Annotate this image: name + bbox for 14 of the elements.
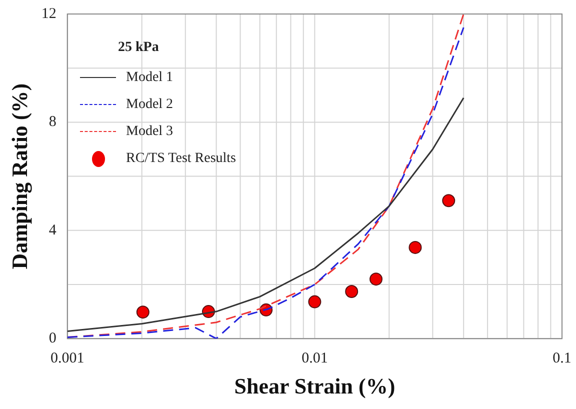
legend-label: Model 3 bbox=[126, 124, 174, 140]
x-axis-title: Shear Strain (%) bbox=[234, 373, 396, 398]
x-tick-label: 0.001 bbox=[50, 350, 84, 367]
legend-title: 25 kPa bbox=[118, 40, 160, 56]
legend-label: Model 1 bbox=[126, 70, 174, 86]
y-axis-title: Damping Ratio (%) bbox=[6, 83, 32, 270]
y-tick-label: 12 bbox=[41, 6, 56, 22]
x-tick-label: 0.01 bbox=[302, 350, 328, 367]
x-tick-label: 0.1 bbox=[552, 350, 572, 367]
y-tick-label: 4 bbox=[48, 222, 57, 238]
legend-label: Model 2 bbox=[126, 96, 174, 112]
legend-label: RC/TS Test Results bbox=[126, 150, 236, 166]
y-tick-label: 0 bbox=[48, 330, 56, 347]
y-tick-label: 8 bbox=[48, 114, 56, 130]
